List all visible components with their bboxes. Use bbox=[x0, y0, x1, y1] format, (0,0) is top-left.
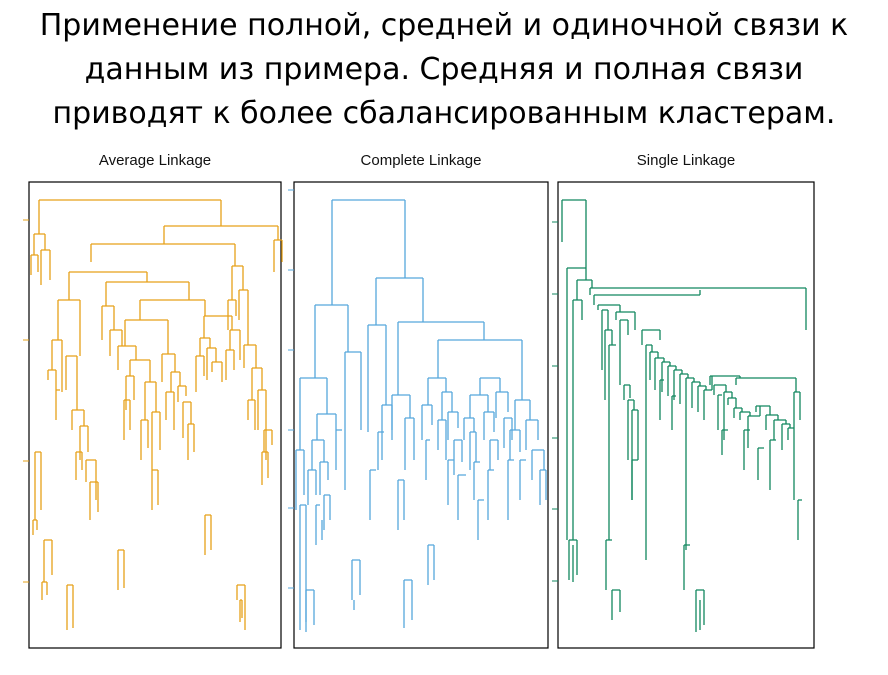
panel-complete bbox=[288, 181, 549, 649]
dendrogram-single bbox=[561, 199, 807, 632]
panel-complete-ticks bbox=[288, 189, 294, 589]
dendrogram-complete bbox=[295, 199, 547, 632]
dendrogram-average bbox=[30, 199, 283, 630]
slide-title: Применение полной, средней и одиночной с… bbox=[0, 4, 888, 136]
slide-title-line-3: приводят к более сбалансированным класте… bbox=[52, 96, 836, 131]
panel-single bbox=[552, 181, 815, 649]
panel-average bbox=[23, 181, 283, 649]
panel-complete-frame bbox=[293, 181, 549, 649]
slide-title-line-1: Применение полной, средней и одиночной с… bbox=[39, 8, 849, 43]
panel-single-frame bbox=[557, 181, 815, 649]
panel-average-frame bbox=[28, 181, 282, 649]
panel-average-ticks bbox=[23, 219, 29, 583]
panel-title-average: Average Linkage bbox=[98, 152, 212, 169]
panel-title-complete: Complete Linkage bbox=[360, 152, 482, 169]
slide-title-line-2: данным из примера. Средняя и полная связ… bbox=[84, 52, 804, 87]
panel-title-single: Single Linkage bbox=[636, 152, 736, 169]
panel-single-ticks bbox=[552, 221, 558, 582]
